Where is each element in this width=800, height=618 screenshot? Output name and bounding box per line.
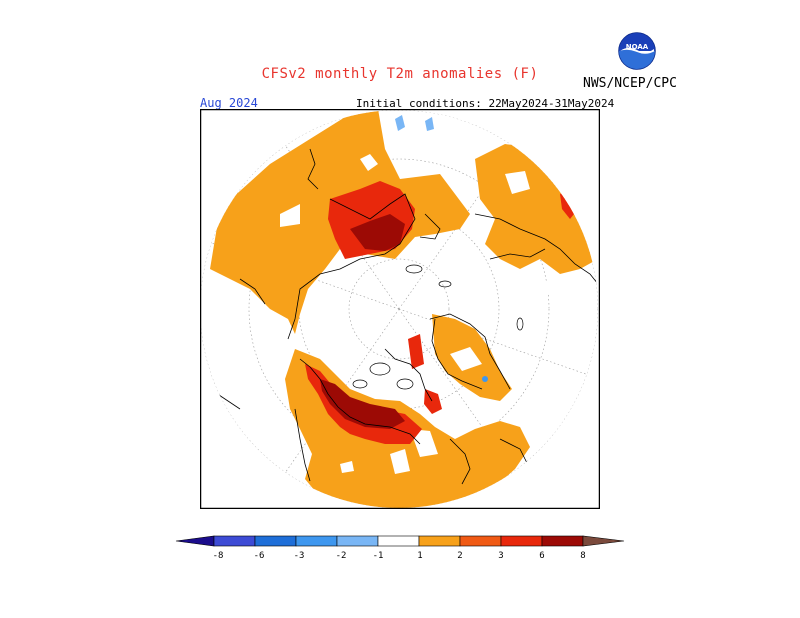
colorbar-swatch	[254, 535, 297, 547]
colorbar-tick-label: -2	[336, 551, 347, 561]
colorbar-swatch	[377, 535, 420, 547]
agency-label: NWS/NCEP/CPC	[583, 76, 677, 91]
colorbar-swatch	[459, 535, 502, 547]
colorbar-tick-label: 3	[498, 551, 503, 561]
colorbar-tick-label: 8	[580, 551, 585, 561]
colorbar-swatch	[500, 535, 543, 547]
colorbar: -8 -6 -3 -2 -1 1 2 3 6 8	[175, 535, 625, 561]
colorbar-swatch	[418, 535, 461, 547]
colorbar-swatch	[295, 535, 338, 547]
map-title: CFSv2 monthly T2m anomalies (F)	[261, 66, 539, 82]
anomaly-negative-spots	[395, 115, 488, 382]
colorbar-arrow-low	[175, 535, 215, 547]
colorbar-tick-label: 6	[539, 551, 544, 561]
colorbar-tick-label: -1	[373, 551, 384, 561]
anomaly-3to6-region	[320, 214, 405, 429]
colorbar-arrow-high	[582, 535, 625, 547]
colorbar-swatch	[541, 535, 584, 547]
colorbar-tick-label: -6	[254, 551, 265, 561]
neutral-patches	[280, 154, 558, 474]
svg-text:NOAA: NOAA	[626, 43, 649, 51]
initial-conditions: Initial conditions: 22May2024-31May2024	[356, 97, 615, 110]
colorbar-tick-label: 2	[457, 551, 462, 561]
colorbar-tick-label: -3	[294, 551, 305, 561]
colorbar-tick-label: -8	[213, 551, 224, 561]
colorbar-tick-label: 1	[417, 551, 422, 561]
colorbar-swatch	[213, 535, 256, 547]
anomaly-map	[200, 109, 600, 509]
forecast-month: Aug 2024	[200, 96, 258, 110]
coastlines	[209, 148, 598, 485]
colorbar-swatch	[336, 535, 379, 547]
islands	[352, 264, 524, 390]
noaa-logo: NOAA	[618, 32, 656, 70]
